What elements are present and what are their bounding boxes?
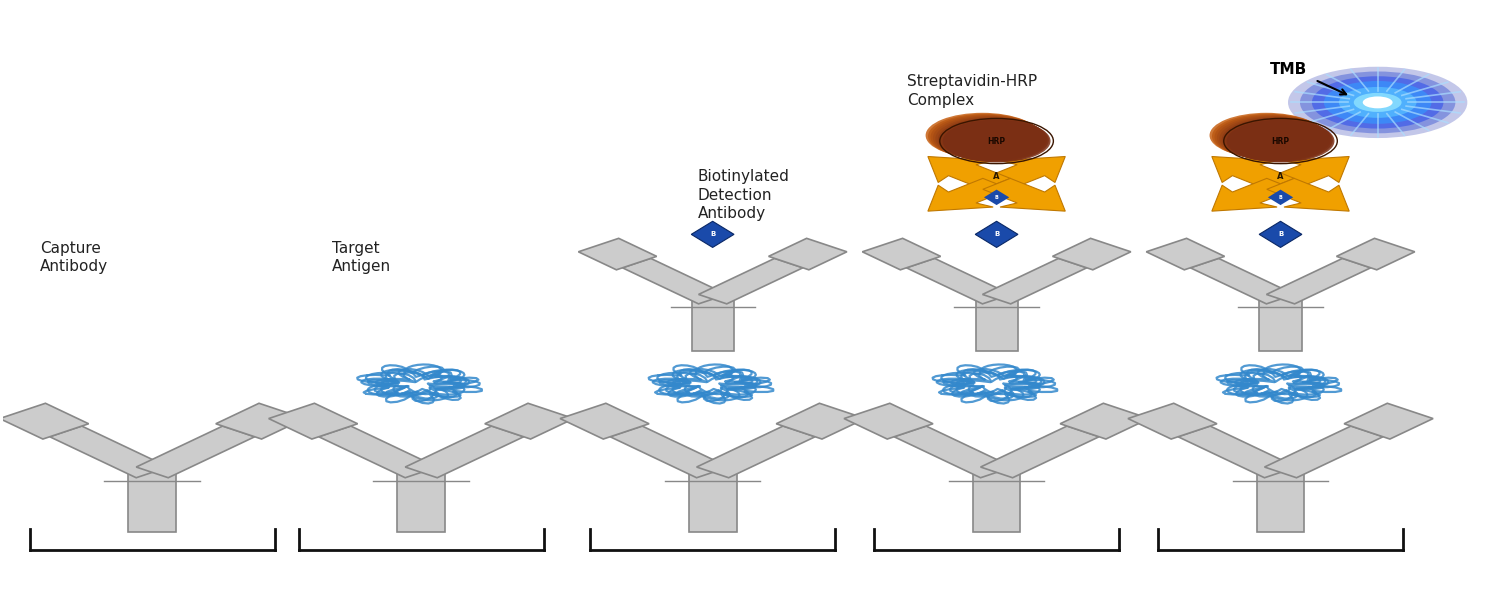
Polygon shape [982, 178, 1065, 211]
Polygon shape [699, 259, 802, 304]
Polygon shape [975, 221, 1018, 247]
Polygon shape [981, 426, 1100, 478]
Polygon shape [1191, 259, 1294, 304]
Text: Target
Antigen: Target Antigen [332, 241, 390, 274]
Polygon shape [610, 426, 729, 478]
Ellipse shape [940, 119, 1048, 162]
Polygon shape [928, 178, 1011, 211]
Polygon shape [579, 238, 657, 270]
Polygon shape [692, 299, 734, 352]
Text: B: B [994, 232, 999, 238]
Polygon shape [1264, 426, 1383, 478]
Polygon shape [216, 403, 304, 439]
Polygon shape [1060, 403, 1149, 439]
Text: HRP: HRP [1272, 137, 1290, 146]
Polygon shape [1212, 157, 1294, 189]
Polygon shape [1128, 403, 1216, 439]
Ellipse shape [1215, 115, 1326, 159]
Polygon shape [768, 238, 847, 270]
Polygon shape [972, 472, 1020, 532]
Text: B: B [994, 195, 999, 200]
Polygon shape [50, 426, 168, 478]
Circle shape [1288, 67, 1467, 138]
Ellipse shape [1212, 114, 1324, 158]
Polygon shape [1212, 178, 1294, 211]
Polygon shape [1266, 259, 1371, 304]
Circle shape [1340, 87, 1416, 118]
Circle shape [1300, 71, 1455, 133]
Polygon shape [906, 259, 1011, 304]
Ellipse shape [930, 115, 1042, 159]
Ellipse shape [1224, 119, 1334, 162]
Polygon shape [1257, 472, 1305, 532]
Polygon shape [975, 299, 1017, 352]
Polygon shape [982, 259, 1088, 304]
Ellipse shape [926, 113, 1040, 158]
Ellipse shape [938, 118, 1047, 161]
Polygon shape [1146, 238, 1224, 270]
Ellipse shape [1227, 119, 1335, 163]
Text: Streptavidin-HRP
Complex: Streptavidin-HRP Complex [908, 74, 1036, 108]
Polygon shape [0, 403, 88, 439]
Polygon shape [405, 426, 524, 478]
Polygon shape [844, 403, 933, 439]
Text: Biotinylated
Detection
Antibody: Biotinylated Detection Antibody [698, 169, 789, 221]
Polygon shape [776, 403, 865, 439]
Text: HRP: HRP [987, 137, 1005, 146]
Ellipse shape [1209, 113, 1323, 158]
Text: B: B [710, 232, 716, 238]
Ellipse shape [928, 114, 1041, 158]
Polygon shape [1053, 238, 1131, 270]
Text: Capture
Antibody: Capture Antibody [40, 241, 108, 274]
Ellipse shape [1220, 116, 1329, 161]
Polygon shape [692, 221, 734, 247]
Text: TMB: TMB [1270, 62, 1308, 77]
Polygon shape [129, 472, 176, 532]
Ellipse shape [933, 116, 1044, 160]
Text: B: B [1278, 232, 1282, 238]
Polygon shape [1336, 238, 1414, 270]
Polygon shape [318, 426, 436, 478]
Polygon shape [1268, 178, 1348, 211]
Polygon shape [136, 426, 255, 478]
Polygon shape [622, 259, 726, 304]
Polygon shape [894, 426, 1013, 478]
Circle shape [1364, 97, 1390, 108]
Polygon shape [688, 472, 736, 532]
Ellipse shape [942, 119, 1050, 163]
Text: A: A [993, 172, 1000, 181]
Polygon shape [928, 157, 1011, 189]
Polygon shape [984, 190, 1010, 205]
Polygon shape [1260, 299, 1302, 352]
Circle shape [1312, 76, 1443, 128]
Circle shape [1324, 81, 1431, 124]
Polygon shape [982, 157, 1065, 189]
Polygon shape [1268, 190, 1293, 205]
Polygon shape [862, 238, 940, 270]
Polygon shape [1344, 403, 1432, 439]
Polygon shape [268, 403, 357, 439]
Text: B: B [1278, 195, 1282, 200]
Polygon shape [696, 426, 814, 478]
Polygon shape [560, 403, 650, 439]
Ellipse shape [1221, 118, 1330, 161]
Circle shape [1354, 93, 1401, 112]
Polygon shape [398, 472, 445, 532]
Text: A: A [1278, 172, 1284, 181]
Polygon shape [1258, 221, 1302, 247]
Ellipse shape [936, 116, 1046, 161]
Ellipse shape [1216, 116, 1328, 160]
Circle shape [1362, 97, 1392, 109]
Polygon shape [1268, 157, 1348, 189]
Polygon shape [484, 403, 574, 439]
Polygon shape [1178, 426, 1296, 478]
